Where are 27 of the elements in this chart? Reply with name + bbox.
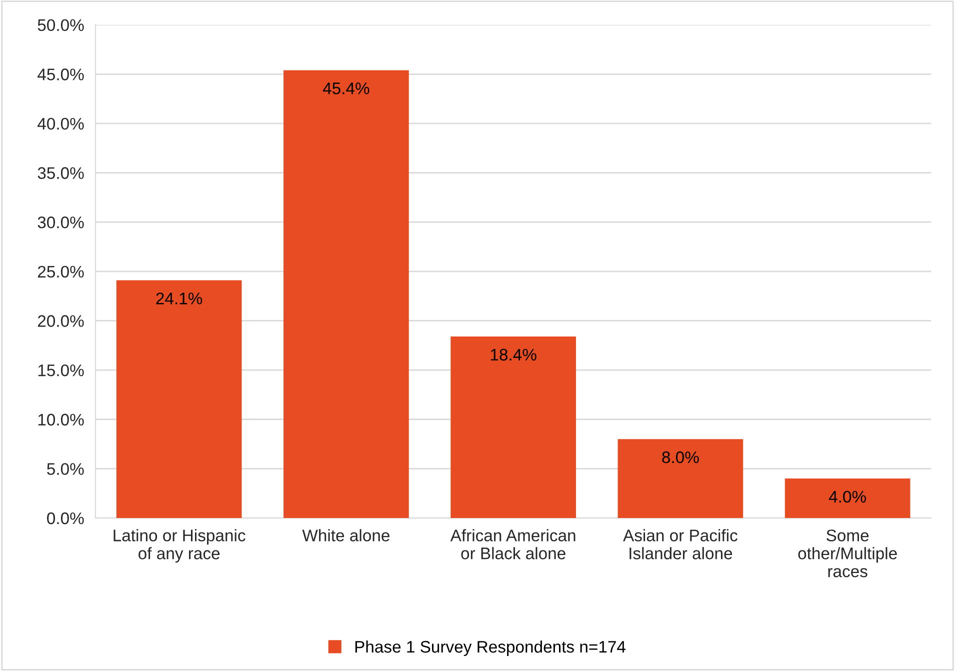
- y-tick-label: 40.0%: [38, 118, 84, 130]
- y-tick-label: 50.0%: [38, 19, 84, 32]
- legend-label: Phase 1 Survey Respondents n=174: [355, 640, 626, 656]
- x-tick-label: Asian or Pacific Islander alone: [623, 529, 738, 560]
- y-tick-label: 25.0%: [38, 266, 84, 278]
- x-tick-label: White alone: [302, 529, 390, 542]
- y-tick-label: 10.0%: [38, 414, 84, 426]
- x-tick-label: African American or Black alone: [450, 529, 576, 560]
- y-tick-label: 15.0%: [38, 364, 84, 376]
- data-label: 24.1%: [156, 292, 202, 304]
- y-tick-label: 45.0%: [38, 68, 84, 80]
- y-tick-label: 0.0%: [47, 512, 84, 524]
- x-tick-label: Latino or Hispanic of any race: [114, 529, 246, 563]
- y-tick-label: 35.0%: [38, 167, 84, 179]
- bar: [284, 70, 409, 518]
- data-label: 8.0%: [662, 451, 699, 464]
- y-tick-label: 5.0%: [47, 463, 84, 475]
- x-tick-label: Some other/Multiple races: [798, 530, 897, 578]
- data-label: 45.4%: [322, 82, 370, 94]
- data-label: 18.4%: [490, 348, 536, 361]
- bar: [450, 336, 576, 518]
- data-label: 4.0%: [828, 490, 866, 503]
- y-tick-label: 30.0%: [38, 216, 84, 228]
- bar: [784, 478, 910, 518]
- bar: [116, 280, 242, 518]
- bar: [618, 439, 744, 518]
- y-tick-label: 20.0%: [38, 315, 84, 327]
